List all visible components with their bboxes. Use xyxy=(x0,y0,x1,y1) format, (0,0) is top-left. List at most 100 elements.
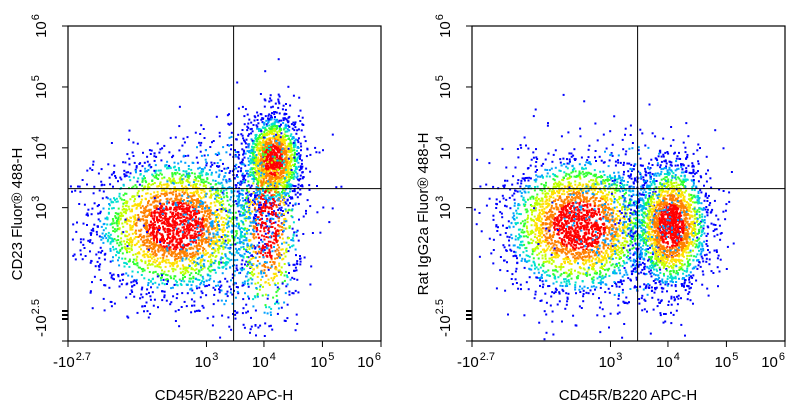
event-dot xyxy=(170,192,173,195)
event-dot xyxy=(146,221,149,224)
event-dot xyxy=(114,230,116,233)
event-dot xyxy=(264,115,267,118)
event-dot xyxy=(152,174,155,177)
event-dot xyxy=(276,253,278,256)
event-dot xyxy=(261,150,264,153)
event-dot xyxy=(269,203,272,206)
event-dot xyxy=(122,211,125,214)
event-dot xyxy=(291,171,294,174)
event-dot xyxy=(147,249,150,252)
event-dot xyxy=(278,161,281,164)
event-dot xyxy=(282,104,285,107)
event-dot xyxy=(279,174,282,177)
event-dot xyxy=(127,138,130,141)
event-dot xyxy=(246,256,249,258)
event-dot xyxy=(278,262,281,265)
event-dot xyxy=(162,245,165,248)
event-dot xyxy=(235,286,238,288)
event-dot xyxy=(216,241,218,244)
event-dot xyxy=(183,234,186,237)
event-dot xyxy=(166,224,169,227)
event-dot xyxy=(211,213,214,216)
event-dot xyxy=(183,210,186,213)
event-dot xyxy=(277,232,280,235)
event-dot xyxy=(201,243,203,246)
event-dot xyxy=(207,236,210,239)
event-dot xyxy=(200,197,203,200)
event-dot xyxy=(280,177,283,180)
event-dot xyxy=(131,239,134,242)
event-dot xyxy=(300,145,303,148)
event-dot xyxy=(189,195,191,198)
event-dot xyxy=(260,157,263,160)
event-dot xyxy=(297,202,300,205)
event-dot xyxy=(164,239,166,242)
event-dot xyxy=(141,211,144,214)
event-dot xyxy=(245,230,248,233)
event-dot xyxy=(168,208,171,211)
event-dot xyxy=(239,230,242,233)
event-dot xyxy=(262,162,265,165)
event-dot xyxy=(278,207,281,210)
event-dot xyxy=(261,152,264,155)
event-dot xyxy=(242,149,245,152)
event-dot xyxy=(272,211,275,214)
event-dot xyxy=(131,208,133,211)
event-dot xyxy=(275,143,278,146)
event-dot xyxy=(109,272,112,275)
event-dot xyxy=(161,269,163,272)
event-dot xyxy=(95,253,98,256)
event-dot xyxy=(218,246,221,249)
event-dot xyxy=(288,208,291,211)
event-dot xyxy=(276,193,279,196)
event-dot xyxy=(282,169,285,172)
event-dot xyxy=(176,195,179,198)
event-dot xyxy=(104,234,107,237)
event-dot xyxy=(82,222,85,225)
event-dot xyxy=(276,131,279,134)
event-dot xyxy=(216,162,219,164)
event-dot xyxy=(279,148,282,151)
event-dot xyxy=(168,240,171,243)
event-dot xyxy=(199,260,202,263)
event-dot xyxy=(247,285,250,288)
event-dot xyxy=(182,205,185,208)
event-dot xyxy=(137,214,140,216)
event-dot xyxy=(261,264,264,267)
event-dot xyxy=(227,257,230,260)
event-dot xyxy=(131,291,134,293)
event-dot xyxy=(263,246,266,249)
event-dot xyxy=(149,259,152,262)
event-dot xyxy=(240,133,243,136)
event-dot xyxy=(270,213,273,215)
event-dot xyxy=(141,240,144,243)
event-dot xyxy=(175,245,178,248)
event-dot xyxy=(261,294,264,297)
event-dot xyxy=(201,174,204,177)
event-dot xyxy=(284,255,287,258)
event-dot xyxy=(259,179,262,182)
event-dot xyxy=(269,219,272,222)
event-dot xyxy=(160,279,163,282)
event-dot xyxy=(282,181,285,183)
event-dot xyxy=(289,165,292,167)
event-dot xyxy=(256,275,259,278)
event-dot xyxy=(182,233,185,236)
event-dot xyxy=(237,196,240,199)
event-dot xyxy=(79,253,82,256)
event-dot xyxy=(233,177,236,180)
event-dot xyxy=(145,205,148,208)
event-dot xyxy=(286,198,289,201)
event-dot xyxy=(196,252,199,255)
event-dot xyxy=(267,278,270,281)
event-dot xyxy=(151,291,154,294)
event-dot xyxy=(269,116,272,119)
event-dot xyxy=(128,258,131,261)
event-dot xyxy=(188,243,191,246)
event-dot xyxy=(194,260,197,263)
event-dot xyxy=(250,127,253,130)
event-dot xyxy=(171,229,174,232)
event-dot xyxy=(176,243,179,246)
event-dot xyxy=(289,144,292,147)
event-dot xyxy=(135,221,138,224)
